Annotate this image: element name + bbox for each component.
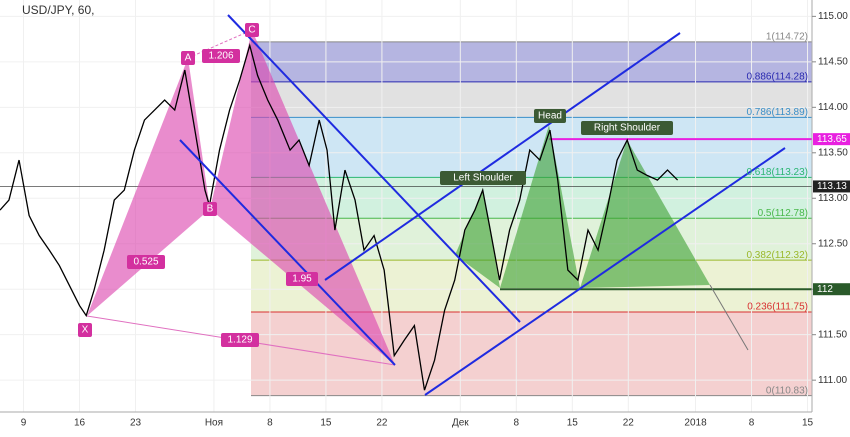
price-tag-box (813, 180, 850, 193)
annotation: C (248, 25, 255, 36)
x-tick-label: 8 (749, 418, 755, 429)
y-tick-label: 114.50 (818, 56, 848, 67)
x-tick-label: 8 (514, 418, 520, 429)
price-tag: 113.13 (817, 181, 847, 192)
fib-label: 0.618(113.23) (746, 167, 808, 178)
fib-label: 0.236(111.75) (747, 302, 808, 313)
pattern-bcd (210, 30, 395, 365)
x-tick-label: 22 (376, 418, 388, 429)
y-tick-label: 114.00 (818, 102, 848, 113)
fib-label: 0.786(113.89) (746, 107, 808, 118)
trend-lines (179, 14, 786, 396)
annotation: B (207, 204, 214, 215)
x-tick-label: 8 (267, 418, 273, 429)
price-tag: 113.65 (817, 134, 847, 145)
price-tag-box (813, 283, 850, 296)
x-tick-label: 15 (802, 418, 814, 429)
axes: 111.00111.50112.00112.50113.00113.50114.… (21, 11, 850, 429)
head-shape (500, 125, 580, 288)
label-box (181, 51, 195, 65)
pattern-xab (87, 58, 210, 316)
price-series (0, 43, 679, 391)
fib-label: 0.886(114.28) (746, 71, 808, 82)
y-tick-label: 111.50 (818, 329, 848, 340)
annotation: A (185, 53, 192, 64)
annotation: Left Shoulder (453, 173, 513, 184)
ac-line (187, 29, 253, 59)
label-box (534, 109, 566, 123)
chart-title: USD/JPY, 60, (22, 3, 94, 17)
label-box (581, 121, 673, 135)
annotation: 1.129 (227, 335, 252, 346)
annotation: Right Shoulder (594, 123, 661, 134)
price-tag: 112 (817, 284, 833, 295)
trend-line (424, 147, 786, 396)
left-shoulder-shape (455, 190, 500, 288)
annotation: 1.206 (208, 51, 233, 62)
x-tick-label: 23 (130, 418, 142, 429)
label-box (203, 202, 217, 216)
head-shoulders (455, 125, 749, 351)
x-tick-label: 15 (567, 418, 579, 429)
x-tick-label: Ноя (205, 418, 223, 429)
y-axis-panel (812, 0, 850, 432)
trend-line (227, 14, 521, 323)
y-tick-label: 111.00 (818, 375, 848, 386)
label-box (221, 333, 259, 347)
label-box (286, 272, 318, 286)
label-box (440, 171, 526, 185)
y-tick-label: 115.00 (818, 11, 848, 22)
label-box (127, 255, 165, 269)
fib-label: 0(110.83) (766, 385, 808, 396)
annotation: Head (538, 111, 562, 122)
annotations: 1(114.72) 0.886(114.28) 0.786(113.89) 0.618… (78, 23, 808, 396)
y-tick-label: 113.00 (818, 193, 848, 204)
x-tick-label: 16 (74, 418, 86, 429)
trend-line (324, 32, 681, 281)
price-tag-box (813, 133, 850, 146)
label-box (245, 23, 259, 37)
annotation: 1.95 (292, 274, 312, 285)
x-tick-label: 2018 (684, 418, 707, 429)
x-tick-label: 9 (21, 418, 27, 429)
x-tick-label: Дек (452, 418, 469, 429)
target-line (709, 284, 749, 351)
label-box (202, 49, 240, 63)
annotation: 0.525 (133, 257, 158, 268)
fib-label: 0.382(112.32) (746, 250, 808, 261)
label-box (78, 323, 92, 337)
price-line (0, 43, 679, 391)
fib-label: 0.5(112.78) (758, 208, 808, 219)
x-axis-panel (0, 412, 812, 432)
y-tick-label: 112.50 (818, 238, 848, 249)
right-shoulder-shape (580, 140, 710, 288)
y-tick-label: 113.50 (818, 147, 848, 158)
fib-band (251, 117, 812, 178)
fib-band (251, 81, 812, 118)
trend-line (179, 139, 396, 366)
x-tick-label: 22 (623, 418, 635, 429)
fib-band (251, 311, 812, 396)
x-tick-label: 15 (320, 418, 332, 429)
annotation: X (82, 325, 89, 336)
fib-label: 1(114.72) (766, 31, 808, 42)
